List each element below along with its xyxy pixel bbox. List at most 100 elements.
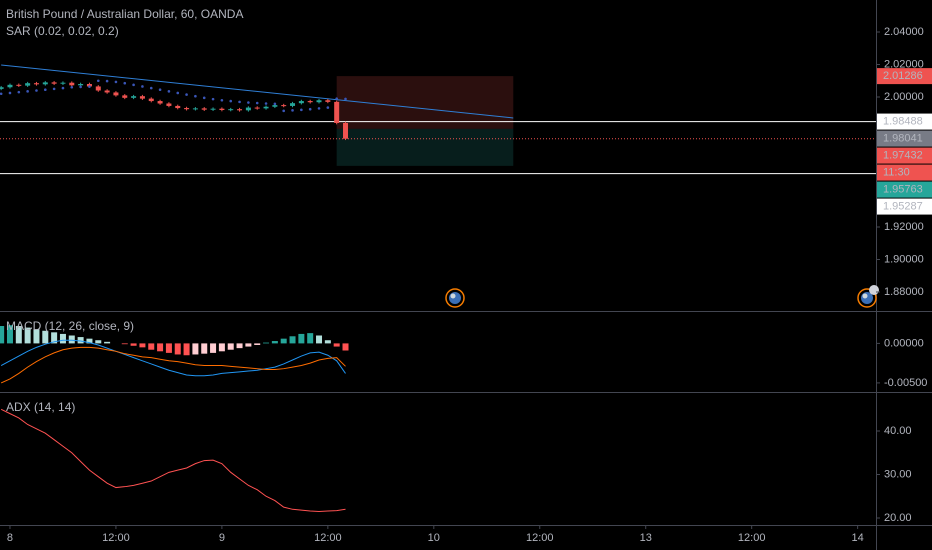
indicator-title: ADX (14, 14) — [6, 400, 75, 414]
sar-dot — [317, 107, 321, 110]
candle-body — [42, 82, 48, 85]
candle-body — [316, 100, 322, 103]
candle-body — [281, 105, 287, 107]
histogram-bar — [263, 342, 270, 344]
candle-body — [33, 83, 39, 85]
histogram-bar — [201, 343, 208, 354]
histogram-bar — [6, 325, 13, 344]
sar-dot — [132, 83, 135, 87]
sar-dot — [185, 93, 188, 96]
sar-dot — [176, 91, 180, 95]
candle-body — [343, 123, 349, 139]
price-label: 1.95287 — [883, 200, 923, 212]
candle-body — [86, 84, 92, 87]
sar-dot — [96, 79, 100, 83]
candle-body — [192, 108, 198, 110]
candle-body — [7, 84, 13, 88]
histogram-bar — [33, 329, 40, 344]
histogram-bar — [324, 340, 331, 344]
histogram-bar — [333, 343, 340, 347]
x-tick-label: 9 — [219, 532, 225, 544]
sar-dot — [35, 89, 38, 92]
sar-dot — [88, 85, 91, 88]
sar-dot — [282, 109, 286, 113]
sar-dot — [300, 108, 303, 112]
histogram-bar — [183, 343, 190, 356]
candle-body — [148, 98, 154, 102]
candle-body — [51, 82, 57, 84]
trend-line — [1, 64, 514, 119]
histogram-bar — [298, 333, 305, 344]
sar-dot — [123, 81, 127, 85]
histogram-bar — [15, 326, 22, 344]
sar-dot — [247, 101, 250, 104]
x-tick-label: 12:00 — [314, 532, 342, 544]
histogram-bar — [86, 338, 93, 344]
price-label: 1.98488 — [883, 115, 923, 127]
candle-body — [131, 96, 137, 98]
sar-dot — [0, 92, 3, 96]
x-tick-label: 12:00 — [738, 532, 766, 544]
y-tick-label: 30.00 — [884, 468, 912, 480]
price-label: 1.97432 — [883, 149, 923, 161]
histogram-bar — [227, 343, 234, 350]
candle-body — [290, 103, 296, 106]
sar-dot — [229, 99, 233, 103]
histogram-bar — [42, 330, 49, 344]
candle-body — [228, 109, 234, 111]
y-tick-label: 2.04000 — [884, 26, 924, 38]
sar-dot — [344, 97, 347, 101]
candle-body — [237, 109, 243, 111]
histogram-bar — [174, 343, 181, 355]
sar-dot — [167, 90, 171, 93]
price-label-box — [877, 181, 932, 198]
event-icon[interactable] — [445, 288, 465, 308]
histogram-bar — [210, 343, 217, 353]
sar-dot — [220, 98, 224, 102]
price-label-box — [877, 164, 932, 181]
histogram-bar — [24, 327, 31, 344]
histogram-bar — [130, 343, 137, 346]
candle-body — [210, 108, 216, 110]
histogram-bar — [59, 333, 66, 344]
x-tick-label: 10 — [428, 532, 440, 544]
sar-dot — [335, 97, 338, 100]
histogram-bar — [104, 341, 111, 344]
plot-layer — [0, 64, 876, 512]
event-icon[interactable] — [857, 285, 879, 308]
y-tick-label: 20.00 — [884, 512, 912, 524]
sar-dot — [61, 86, 65, 90]
candle-body — [201, 108, 207, 110]
histogram-bar — [280, 338, 287, 344]
x-tick-label: 12:00 — [526, 532, 554, 544]
candle-body — [139, 96, 145, 99]
candle-body — [78, 84, 84, 86]
sar-dot — [264, 102, 268, 105]
candle-body — [334, 101, 340, 124]
y-tick-label: 2.00000 — [884, 91, 924, 103]
histogram-bar — [51, 332, 58, 344]
price-label: 2.01286 — [883, 70, 923, 82]
histogram-bar — [254, 343, 261, 345]
y-tick-label: 2.02000 — [884, 58, 924, 70]
histogram-bar — [218, 343, 225, 352]
chart-title: British Pound / Australian Dollar, 60, O… — [6, 7, 243, 21]
target-zone — [336, 128, 514, 166]
histogram-bar — [0, 326, 5, 344]
histogram-bar — [121, 343, 128, 345]
candle-body — [175, 105, 181, 109]
indicator-title: MACD (12, 26, close, 9) — [6, 319, 134, 333]
candle-body — [245, 107, 251, 111]
histogram-bar — [245, 343, 252, 347]
candle-body — [122, 95, 128, 98]
candle-body — [95, 86, 101, 91]
sar-dot — [105, 79, 109, 83]
histogram-bar — [289, 336, 296, 344]
price-label-box — [877, 130, 932, 147]
histogram-bar — [192, 343, 199, 355]
sar-dot — [26, 90, 29, 93]
candle-body — [254, 107, 260, 109]
candle-body — [298, 101, 304, 104]
